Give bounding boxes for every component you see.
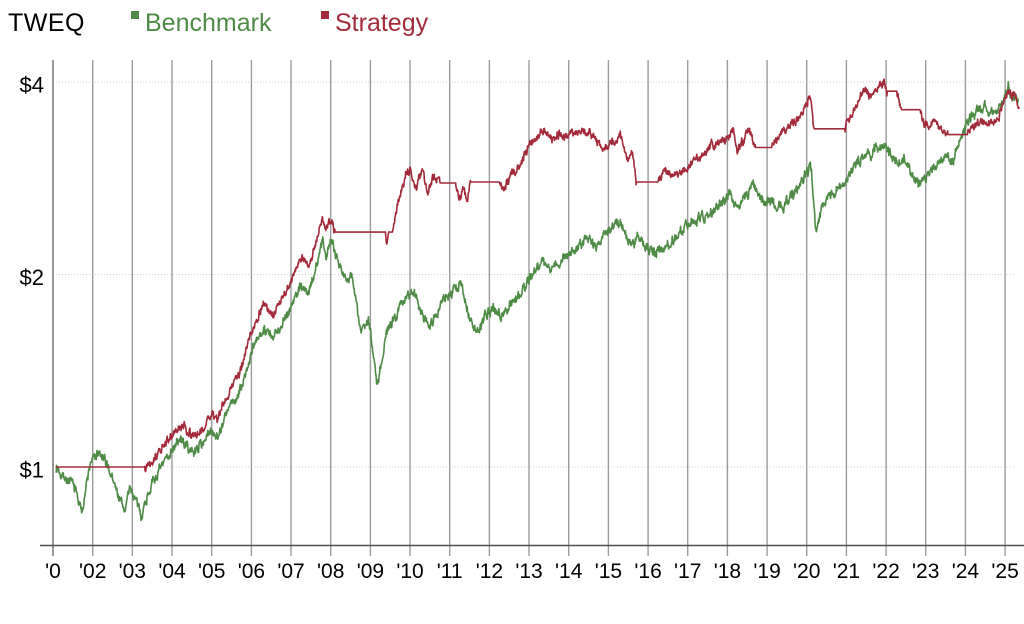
y-axis-tick-label: $2 [20,265,44,290]
legend-item-benchmark: Benchmark [131,9,271,37]
legend-item-strategy: Strategy [321,9,428,37]
strategy-legend-marker-icon [321,11,329,19]
benchmark-line [55,81,1020,522]
x-axis-tick-label: '05 [198,560,225,583]
x-axis-tick-label: '17 [674,560,701,583]
page-title: TWEQ [8,9,85,37]
x-axis-tick-label: '10 [396,560,423,583]
legend-label-benchmark: Benchmark [145,9,272,37]
x-axis-tick-label: '09 [357,560,384,583]
y-axis-tick-label: $4 [20,73,44,98]
y-axis-tick-label: $1 [20,458,44,483]
chart-header: TWEQ Benchmark Strategy [0,9,1024,39]
x-axis-tick-label: '04 [158,560,186,583]
x-axis-tick-label: '02 [79,560,106,583]
x-axis-tick-label: '11 [437,560,463,583]
x-axis-tick-label: '25 [991,560,1018,583]
benchmark-legend-marker-icon [131,11,139,19]
x-axis-tick-label: '23 [912,560,939,583]
strategy-line [55,78,1020,473]
x-axis-tick-label: '15 [595,560,622,583]
x-axis-tick-label: '21 [833,560,860,583]
x-axis-tick-label: '24 [952,560,980,583]
x-axis-tick-label: '18 [714,560,741,583]
x-axis-tick-label: '20 [793,560,820,583]
legend-label-strategy: Strategy [335,9,429,37]
x-axis-tick-label: '06 [238,560,265,583]
x-axis-tick-label: '12 [476,560,503,583]
x-axis-tick-label: '03 [119,560,146,583]
x-axis-tick-label: '08 [317,560,344,583]
x-axis-tick-label: '07 [277,560,304,583]
x-axis-tick-label: '0 [45,560,61,583]
x-axis-tick-label: '19 [753,560,780,583]
x-axis-tick-label: '16 [634,560,661,583]
x-axis-tick-label: '13 [515,560,542,583]
x-axis-tick-label: '22 [872,560,899,583]
x-axis-tick-label: '14 [555,560,583,583]
